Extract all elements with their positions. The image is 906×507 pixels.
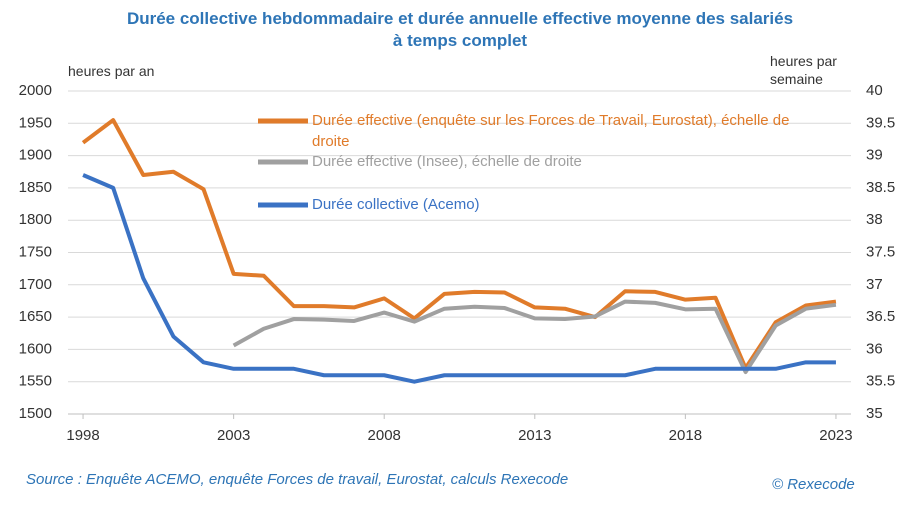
y2-tick-label: 36 (866, 340, 883, 357)
y2-tick-label: 40 (866, 82, 883, 99)
x-tick-label: 2013 (518, 427, 551, 444)
y-tick-label: 1950 (19, 114, 52, 131)
y-tick-label: 1650 (19, 308, 52, 325)
source: Source : Enquête ACEMO, enquête Forces d… (26, 471, 569, 488)
y2-tick-label: 36.5 (866, 308, 895, 325)
y-tick-label: 1600 (19, 340, 52, 357)
y2-tick-label: 38 (866, 211, 883, 228)
y2-tick-label: 35 (866, 405, 883, 422)
x-tick-label: 2008 (368, 427, 401, 444)
legend-label: Durée effective (enquête sur les Forces … (312, 112, 790, 150)
y-tick-label: 1750 (19, 243, 52, 260)
series-line (81, 118, 837, 371)
y2-axis-label: heures par semaine (770, 53, 837, 87)
y-tick-label: 1500 (19, 405, 52, 422)
credit: © Rexecode (772, 476, 855, 493)
y2-tick-label: 37 (866, 276, 883, 293)
chart-title: Durée collective hebdommadaire et durée … (126, 9, 794, 50)
y-tick-label: 1800 (19, 211, 52, 228)
y-tick-label: 1700 (19, 276, 52, 293)
y-tick-label: 1550 (19, 373, 52, 390)
y2-tick-label: 38.5 (866, 179, 895, 196)
y-axis-label: heures par an (68, 63, 155, 79)
x-tick-label: 1998 (66, 427, 99, 444)
x-tick-label: 2018 (669, 427, 702, 444)
legend-label: Durée collective (Acemo) (312, 196, 480, 213)
series-line (82, 173, 836, 384)
x-tick-label: 2003 (217, 427, 250, 444)
y-tick-label: 1900 (19, 147, 52, 164)
x-tick-label: 2023 (819, 427, 852, 444)
y2-tick-label: 37.5 (866, 243, 895, 260)
y2-tick-label: 35.5 (866, 373, 895, 390)
legend-label: Durée effective (Insee), échelle de droi… (312, 153, 582, 170)
y-tick-label: 2000 (19, 82, 52, 99)
series-line (232, 299, 837, 375)
y-tick-label: 1850 (19, 179, 52, 196)
y2-tick-label: 39.5 (866, 114, 895, 131)
y2-tick-label: 39 (866, 147, 883, 164)
